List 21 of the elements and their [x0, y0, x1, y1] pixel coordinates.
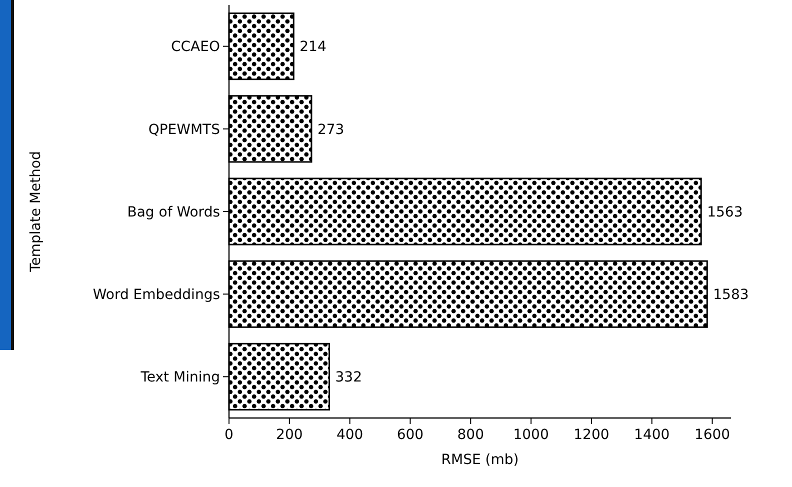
y-tick-label: Bag of Words: [127, 204, 220, 220]
x-tick-label: 1400: [634, 427, 670, 443]
x-tick-label: 1600: [694, 427, 730, 443]
data-label: 1583: [713, 287, 749, 303]
x-axis-title: RMSE (mb): [441, 452, 519, 468]
x-tick-label: 1000: [513, 427, 549, 443]
x-tick-label: 0: [224, 427, 234, 443]
x-tick-label: 1200: [574, 427, 610, 443]
data-label: 1563: [707, 204, 743, 220]
y-tick-label: QPEWMTS: [148, 122, 220, 138]
x-tick-label: 800: [457, 427, 484, 443]
x-tick-label: 200: [276, 427, 303, 443]
y-tick-label: Text Mining: [140, 370, 220, 386]
data-label: 214: [300, 39, 326, 56]
y-tick-label: CCAEO: [171, 39, 220, 56]
x-tick-label: 400: [336, 427, 364, 443]
x-tick-label: 600: [396, 427, 424, 443]
y-tick-label: Word Embeddings: [92, 287, 220, 303]
data-label: 332: [335, 370, 362, 386]
data-label: 273: [317, 122, 344, 138]
y-axis-title: Template Method: [28, 151, 44, 273]
